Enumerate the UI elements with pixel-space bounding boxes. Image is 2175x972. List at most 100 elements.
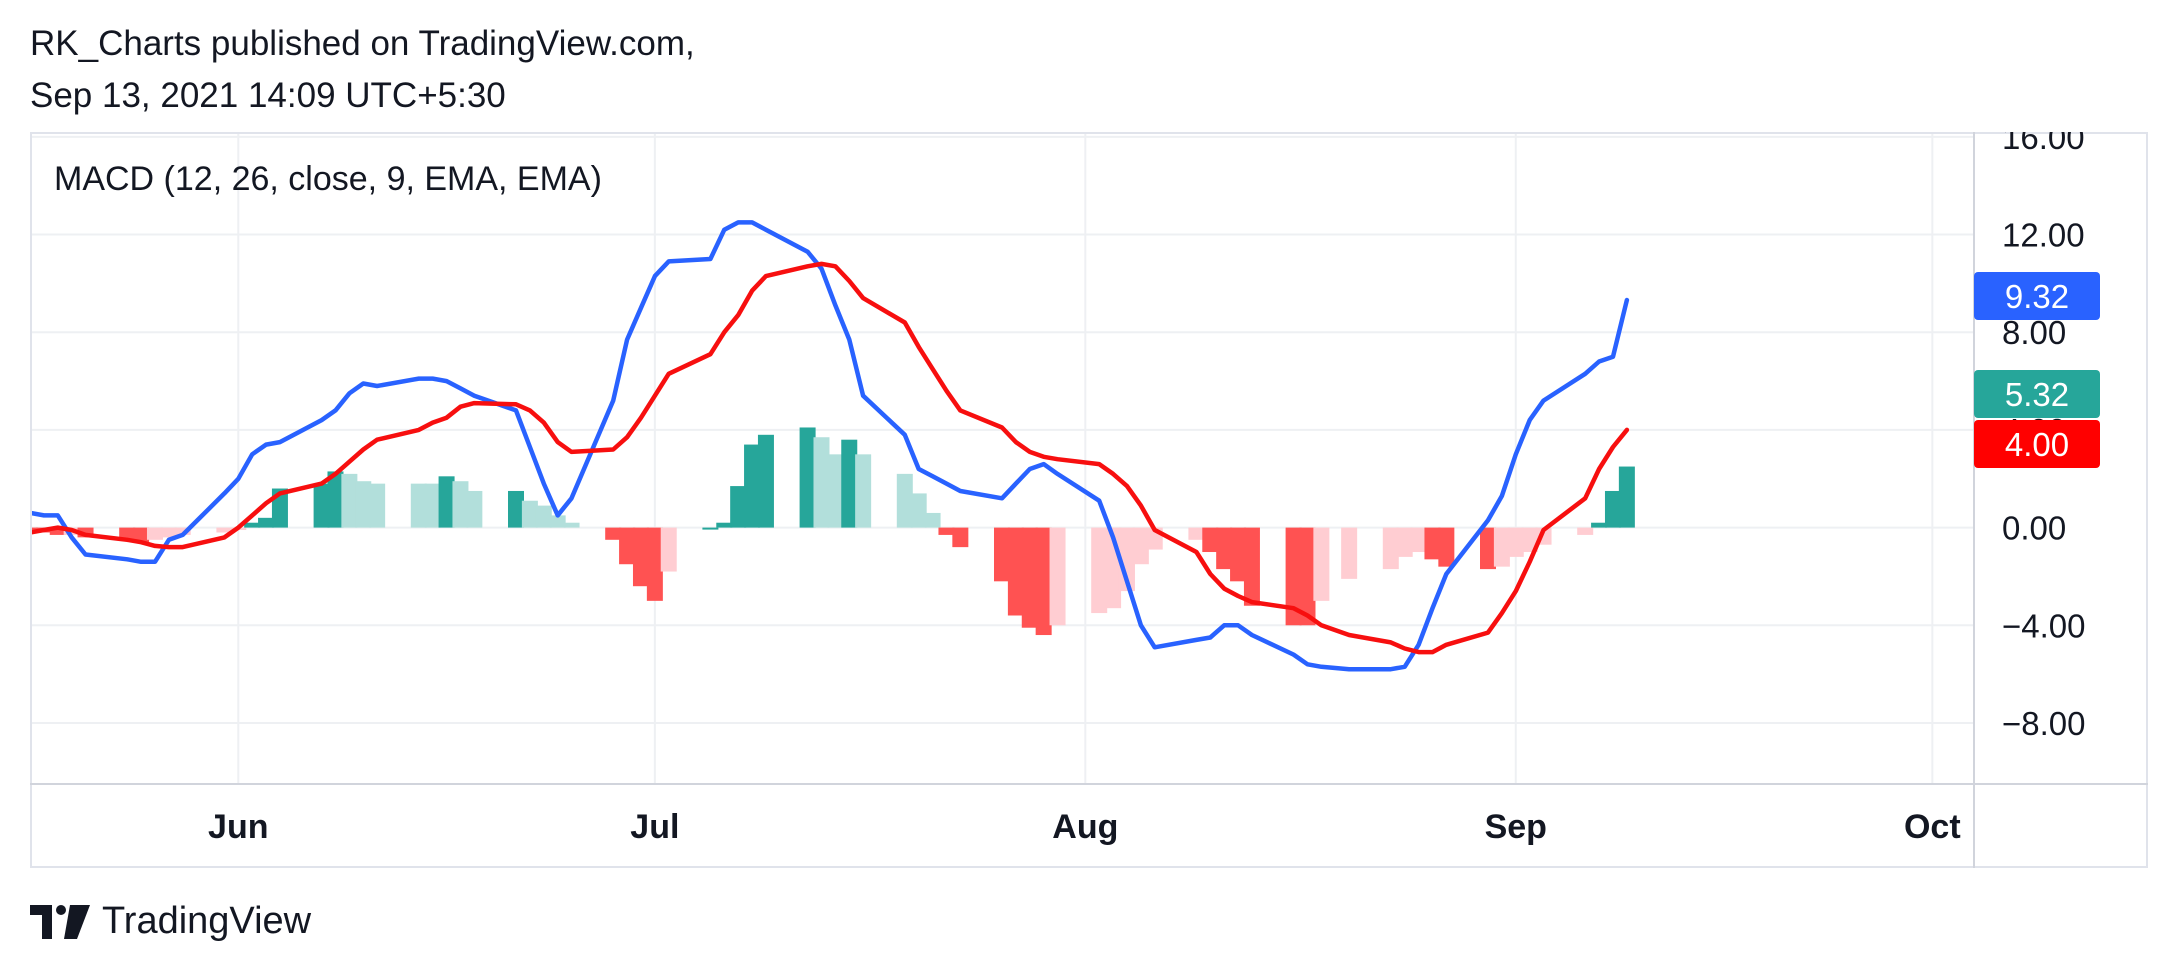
- outer-border: [30, 132, 2148, 868]
- histogram-bar-7: [146, 527, 163, 540]
- histogram-bar-32: [632, 527, 649, 587]
- histogram-bar-52: [1021, 527, 1038, 628]
- histogram-bar-38: [744, 444, 761, 528]
- histogram-bar-10: [216, 527, 233, 533]
- histogram-bar-65: [1285, 527, 1302, 626]
- histogram-bar-25: [508, 490, 524, 528]
- x-tick-label-1: Jul: [630, 808, 679, 846]
- histogram-bar-0: [30, 527, 38, 531]
- last-value-badge-1: 5.32: [1974, 370, 2100, 418]
- histogram-bar-21: [424, 483, 441, 528]
- histogram-bar-35: [702, 527, 719, 530]
- grid-lines: [30, 132, 1974, 784]
- histogram-bar-74: [1480, 527, 1496, 570]
- histogram-bar-18: [355, 481, 372, 528]
- histogram-bar-5: [119, 527, 136, 540]
- histogram-bar-49: [952, 527, 969, 548]
- histogram-bar-15: [313, 483, 330, 528]
- time-axis: Jun Jul Aug Sep Oct: [208, 808, 1961, 846]
- histogram-bar-2: [49, 527, 66, 535]
- histogram-bar-42: [827, 454, 844, 528]
- brand-name[interactable]: TradingView: [102, 900, 312, 942]
- histogram-bar-4: [77, 527, 94, 538]
- series-line-1: [30, 261, 1630, 655]
- macd-chart[interactable]: 16.00 12.00 8.00 4.00 0.00 −4.00 −8.00 Jun Jul A…: [30, 132, 2148, 868]
- histogram-bar-71: [1410, 527, 1427, 553]
- histogram-bar-46: [910, 493, 927, 528]
- y-tick-label-6: −8.00: [2002, 705, 2086, 742]
- last-value-badge-0: 9.32: [1974, 272, 2100, 320]
- indicator-legend[interactable]: MACD (12, 26, close, 9, EMA, EMA): [54, 160, 602, 198]
- histogram-bar-66: [1299, 527, 1316, 626]
- publish-date: Sep 13, 2021 14:09 UTC+5:30: [30, 76, 506, 115]
- histogram-bar-81: [1604, 490, 1621, 528]
- x-tick-label-4: Oct: [1904, 808, 1961, 846]
- histogram-bar-51: [1007, 527, 1024, 616]
- histogram-bar-19: [369, 483, 386, 528]
- histogram-bar-13: [258, 517, 275, 528]
- last-value-badges: 9.32 5.32 4.00: [1974, 272, 2100, 468]
- histogram-bar-37: [730, 486, 747, 528]
- histogram-bar-69: [1382, 527, 1399, 570]
- histogram-bar-17: [341, 473, 358, 528]
- histogram-bar-6: [133, 527, 150, 543]
- x-tick-label-3: Sep: [1485, 808, 1547, 846]
- histogram-bar-27: [535, 505, 552, 528]
- histogram-bar-8: [160, 527, 177, 538]
- histogram-bar-73: [1438, 527, 1455, 567]
- x-tick-label-0: Jun: [208, 808, 268, 846]
- histogram-bar-16: [327, 471, 344, 528]
- histogram-bar-48: [938, 527, 955, 535]
- publish-header: RK_Charts published on TradingView.com, …: [30, 18, 695, 122]
- histogram-bar-72: [1424, 527, 1441, 560]
- histogram-bar-76: [1507, 527, 1524, 557]
- histogram-bar-12: [244, 522, 261, 528]
- histogram-bar-75: [1493, 527, 1510, 567]
- y-tick-label-2: 8.00: [2002, 314, 2066, 351]
- histogram-bar-50: [994, 527, 1010, 582]
- histogram-bar-60: [1188, 527, 1205, 540]
- histogram-bar-79: [1577, 527, 1594, 535]
- x-tick-label-2: Aug: [1052, 808, 1118, 846]
- histogram-bar-82: [1618, 466, 1635, 528]
- histogram-bar-47: [924, 512, 941, 528]
- badge-label-0: 9.32: [2005, 278, 2069, 315]
- histogram-bar-68: [1341, 527, 1358, 579]
- chart-frame[interactable]: 16.00 12.00 8.00 4.00 0.00 −4.00 −8.00 Jun Jul A…: [30, 132, 2148, 868]
- histogram-bar-54: [1049, 527, 1066, 626]
- histogram-bar-61: [1202, 527, 1219, 553]
- histogram-bar-23: [452, 481, 469, 528]
- tradingview-logo-icon[interactable]: [30, 904, 90, 939]
- y-tick-label-4: 0.00: [2002, 510, 2066, 547]
- histogram-bar-55: [1091, 527, 1108, 614]
- badge-bg-2: [1974, 420, 2100, 468]
- histogram-bar-34: [660, 527, 677, 572]
- histogram-bar-44: [855, 454, 872, 528]
- series-line-0: [30, 220, 1630, 672]
- histogram-bar-33: [646, 527, 663, 601]
- histogram-bar-58: [1132, 527, 1149, 565]
- histogram-bar-22: [438, 476, 455, 528]
- histogram-bar-36: [716, 522, 733, 528]
- chart-border: [30, 132, 2148, 868]
- histogram-bar-53: [1035, 527, 1052, 636]
- badge-label-2: 4.00: [2005, 426, 2069, 463]
- histogram-bar-30: [605, 527, 622, 540]
- histogram-bar-9: [174, 527, 191, 535]
- publisher-line: RK_Charts published on TradingView.com,: [30, 24, 695, 63]
- series-lines: [30, 220, 1630, 672]
- histogram-bar-43: [841, 439, 858, 528]
- histogram-bar-64: [1243, 527, 1260, 606]
- y-tick-label-0: 16.00: [2002, 132, 2085, 156]
- histogram-bar-63: [1230, 527, 1247, 582]
- badge-label-1: 5.32: [2005, 376, 2069, 413]
- histogram-bar-40: [799, 427, 816, 528]
- histogram-bar-20: [410, 483, 427, 528]
- y-tick-label-5: −4.00: [2002, 607, 2086, 644]
- histogram-bar-29: [563, 522, 580, 528]
- badge-bg-0: [1974, 272, 2100, 320]
- histogram-bar-41: [813, 437, 830, 528]
- y-tick-label-1: 12.00: [2002, 217, 2085, 254]
- histogram-bar-31: [619, 527, 636, 565]
- histogram-bar-28: [549, 515, 566, 528]
